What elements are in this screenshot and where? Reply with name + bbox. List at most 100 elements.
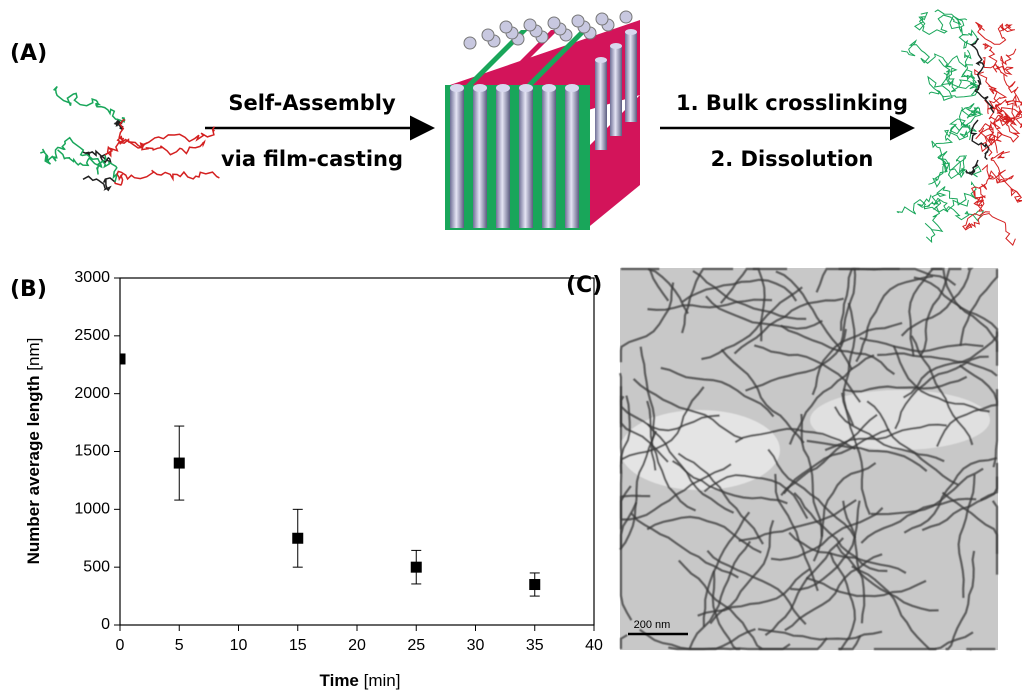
cylinder-top bbox=[595, 12, 609, 26]
fiber bbox=[646, 515, 762, 554]
chain bbox=[970, 119, 990, 161]
fiber bbox=[619, 395, 720, 432]
fiber bbox=[900, 267, 974, 337]
chain bbox=[962, 211, 1016, 246]
fiber bbox=[902, 331, 999, 399]
fiber bbox=[966, 647, 996, 651]
chain bbox=[943, 49, 977, 90]
fiber bbox=[703, 473, 809, 520]
chain bbox=[104, 126, 216, 158]
cylinder-top bbox=[610, 43, 622, 49]
fiber bbox=[788, 354, 875, 445]
fiber bbox=[619, 501, 638, 621]
fiber bbox=[945, 550, 976, 651]
fiber bbox=[767, 448, 857, 539]
fiber bbox=[805, 576, 927, 598]
fiber bbox=[677, 559, 763, 650]
fiber bbox=[959, 269, 999, 347]
x-tick-label: 0 bbox=[116, 637, 125, 654]
chain bbox=[975, 123, 998, 154]
y-tick-label: 2500 bbox=[74, 327, 110, 344]
polymer-coils bbox=[40, 9, 1022, 246]
fiber bbox=[688, 540, 752, 650]
step-label: 2. Dissolution bbox=[711, 147, 874, 171]
cylinder bbox=[625, 32, 637, 122]
scheme: (A) Self-Assembly via film-casting 1. Bu… bbox=[10, 9, 1022, 246]
fiber bbox=[841, 392, 871, 516]
x-axis-name: Time bbox=[320, 671, 359, 690]
y-axis-unit: [nm] bbox=[24, 338, 43, 371]
chain bbox=[975, 21, 1016, 45]
cylinder bbox=[565, 88, 579, 228]
fiber bbox=[646, 400, 697, 512]
chain bbox=[927, 75, 979, 101]
cylinder-top bbox=[625, 29, 637, 35]
fiber bbox=[630, 512, 739, 579]
cylinder-top bbox=[523, 18, 537, 32]
fiber bbox=[835, 544, 939, 612]
cylinder bbox=[519, 88, 533, 228]
chain bbox=[948, 103, 983, 141]
fiber bbox=[855, 275, 934, 363]
cylinder-top bbox=[595, 57, 607, 63]
chain bbox=[938, 59, 979, 96]
fiber bbox=[681, 278, 798, 303]
cylinder bbox=[496, 88, 510, 228]
fiber bbox=[619, 282, 675, 363]
fiber bbox=[764, 537, 844, 636]
wall bbox=[585, 95, 640, 230]
plot: (B) (C) Time [min] Number average length… bbox=[10, 269, 603, 690]
chain bbox=[974, 68, 1022, 106]
y-tick-label: 2000 bbox=[74, 385, 110, 402]
data-point bbox=[410, 561, 422, 573]
data-point bbox=[292, 532, 304, 544]
chain bbox=[82, 175, 116, 192]
y-tick-label: 1500 bbox=[74, 443, 110, 460]
x-tick-label: 40 bbox=[585, 637, 603, 654]
cylinder bbox=[450, 88, 464, 228]
fiber bbox=[959, 306, 999, 366]
fiber bbox=[892, 345, 990, 413]
step-label: via film-casting bbox=[221, 147, 403, 171]
y-tick-label: 0 bbox=[101, 616, 110, 633]
x-tick-label: 20 bbox=[348, 637, 366, 654]
tem-image: 200 nm bbox=[619, 267, 999, 651]
panel-label: (B) bbox=[10, 277, 47, 302]
chain bbox=[965, 159, 979, 176]
fibers bbox=[619, 267, 999, 651]
fiber bbox=[745, 328, 847, 392]
cylinder-top bbox=[565, 84, 579, 92]
fiber bbox=[720, 348, 805, 444]
fiber bbox=[958, 364, 999, 468]
chain bbox=[987, 103, 1022, 129]
fiber bbox=[800, 413, 823, 537]
fiber bbox=[930, 267, 963, 310]
x-tick-label: 30 bbox=[467, 637, 485, 654]
cylinder-top bbox=[450, 84, 464, 92]
fiber bbox=[782, 428, 891, 495]
fiber bbox=[877, 352, 998, 377]
fiber bbox=[873, 631, 974, 651]
fiber bbox=[859, 337, 984, 353]
fiber bbox=[980, 476, 999, 501]
fiber bbox=[784, 553, 883, 632]
y-tick-label: 500 bbox=[83, 558, 110, 575]
x-tick-label: 35 bbox=[526, 637, 544, 654]
fiber bbox=[860, 497, 977, 544]
cylinder bbox=[610, 46, 622, 136]
chain bbox=[974, 79, 995, 114]
fiber bbox=[851, 565, 937, 651]
fiber bbox=[697, 568, 811, 617]
fiber bbox=[660, 366, 775, 418]
fiber bbox=[702, 511, 751, 627]
data-point bbox=[173, 457, 185, 469]
chain bbox=[901, 39, 974, 68]
chain bbox=[924, 197, 969, 244]
fiber bbox=[734, 427, 856, 450]
x-axis-unit: [min] bbox=[364, 671, 401, 690]
fiber bbox=[815, 267, 900, 293]
fiber bbox=[757, 628, 883, 641]
fiber bbox=[812, 462, 877, 562]
chain bbox=[932, 150, 967, 188]
chain bbox=[40, 136, 107, 165]
